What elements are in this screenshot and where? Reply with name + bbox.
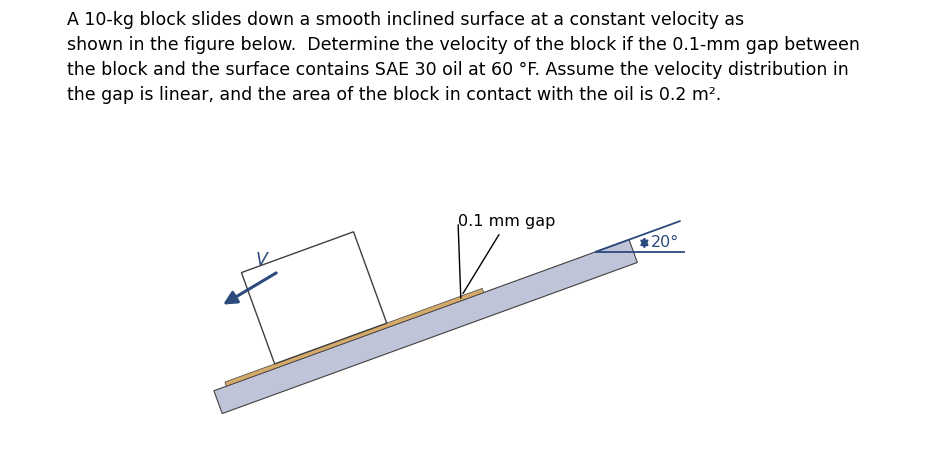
Polygon shape (214, 239, 638, 414)
Text: 20°: 20° (651, 235, 679, 250)
Text: 0.1 mm gap: 0.1 mm gap (458, 214, 555, 293)
Polygon shape (241, 232, 387, 364)
Text: A 10-kg block slides down a smooth inclined surface at a constant velocity as
sh: A 10-kg block slides down a smooth incli… (67, 11, 860, 104)
Text: V: V (255, 250, 267, 269)
Polygon shape (225, 288, 484, 386)
